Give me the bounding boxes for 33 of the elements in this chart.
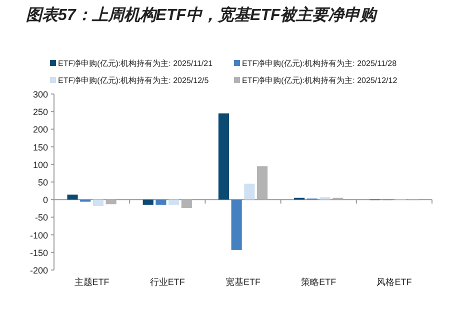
x-tick-label: 行业ETF [150, 277, 186, 287]
y-tick-label: 50 [38, 178, 48, 188]
y-tick-label: 100 [32, 160, 48, 170]
bar [320, 197, 330, 200]
bar [244, 184, 255, 200]
y-tick-label: -200 [30, 266, 48, 276]
y-tick-label: 300 [32, 90, 48, 100]
y-tick-label: 250 [32, 107, 48, 118]
bar [218, 113, 230, 200]
bar [231, 200, 242, 250]
legend-label: ETF净申购(亿元):机构持有为主: 2025/12/12 [242, 76, 398, 85]
x-tick-label: 风格ETF [376, 277, 412, 287]
y-tick-label: -50 [34, 212, 48, 223]
y-tick-label: -100 [30, 230, 48, 240]
y-tick-label: 0 [42, 195, 48, 206]
bar [106, 200, 116, 204]
bar [168, 200, 180, 205]
bar [67, 194, 78, 200]
y-tick-label: -150 [30, 248, 48, 258]
bar [181, 200, 192, 208]
legend-label: ETF净申购(亿元):机构持有为主: 2025/12/5 [58, 76, 210, 85]
chart-title: 图表57：上周机构ETF中，宽基ETF被主要净申购 [26, 5, 378, 24]
legend-label: ETF净申购(亿元):机构持有为主: 2025/11/21 [58, 59, 214, 68]
x-tick-label: 宽基ETF [226, 277, 261, 287]
legend-label: ETF净申购(亿元):机构持有为主: 2025/11/28 [242, 59, 398, 68]
bar [156, 200, 166, 205]
bar [92, 200, 104, 206]
x-tick-label: 策略ETF [301, 277, 337, 287]
bar [256, 166, 268, 200]
x-tick-label: 主题ETF [74, 277, 110, 287]
y-tick-label: 200 [32, 124, 48, 135]
y-tick-label: 150 [32, 142, 48, 152]
bar [142, 200, 154, 205]
